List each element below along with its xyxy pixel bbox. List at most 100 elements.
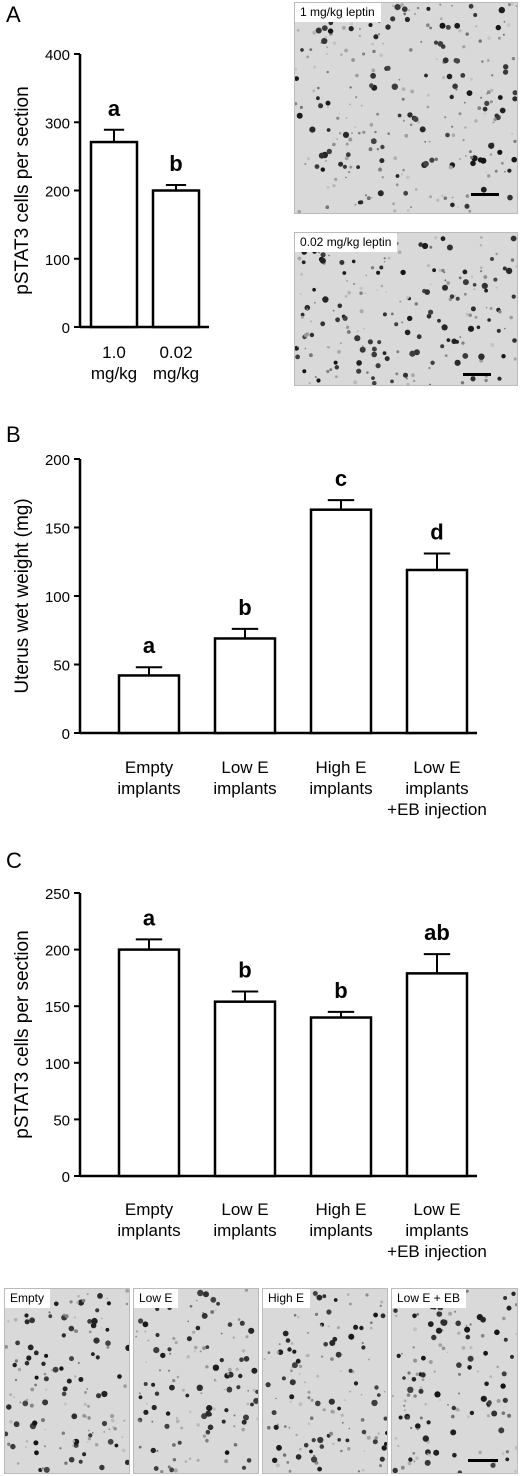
cell-dot bbox=[68, 1325, 75, 1332]
cell-dot bbox=[439, 17, 443, 21]
cell-dot bbox=[502, 266, 507, 271]
cell-dot bbox=[203, 1291, 209, 1298]
cell-dot bbox=[241, 1427, 245, 1432]
cell-dot bbox=[135, 1335, 137, 1338]
cell-dot bbox=[447, 1404, 449, 1406]
cell-dot bbox=[341, 1421, 344, 1424]
cell-dot bbox=[401, 97, 405, 101]
cell-dot bbox=[480, 270, 483, 273]
cell-dot bbox=[426, 6, 431, 11]
cell-dot bbox=[334, 365, 339, 370]
cell-dot bbox=[293, 1314, 297, 1317]
cell-dot bbox=[392, 1395, 394, 1398]
cell-dot bbox=[136, 1330, 138, 1333]
cell-dot bbox=[320, 167, 325, 172]
cell-dot bbox=[466, 90, 473, 96]
cell-dot bbox=[322, 1408, 326, 1412]
cell-dot bbox=[169, 1467, 175, 1473]
cell-dot bbox=[458, 276, 462, 280]
cell-dot bbox=[153, 1466, 159, 1471]
cell-dot bbox=[434, 236, 438, 240]
cell-dot bbox=[326, 1309, 332, 1315]
cell-dot bbox=[427, 1321, 434, 1327]
category-label: 0.02 bbox=[159, 343, 192, 362]
cell-dot bbox=[238, 1373, 243, 1379]
cell-dot bbox=[337, 303, 343, 309]
cell-dot bbox=[237, 1318, 241, 1321]
bar bbox=[117, 948, 181, 1178]
category-label: implants bbox=[213, 1221, 276, 1240]
cell-dot bbox=[74, 1316, 76, 1319]
cell-dot bbox=[420, 40, 423, 43]
cell-dot bbox=[196, 1458, 200, 1462]
cell-dot bbox=[14, 1359, 19, 1363]
cell-dot bbox=[414, 302, 418, 306]
cell-dot bbox=[369, 83, 374, 88]
cell-dot bbox=[497, 376, 502, 381]
cell-dot bbox=[468, 150, 472, 154]
cell-dot bbox=[370, 138, 377, 145]
cell-dot bbox=[54, 1301, 59, 1307]
cell-dot bbox=[483, 1350, 488, 1356]
cell-dot bbox=[501, 1371, 507, 1377]
cell-dot bbox=[361, 1429, 367, 1435]
cell-dot bbox=[342, 164, 347, 169]
cell-dot bbox=[486, 59, 490, 62]
cell-dot bbox=[476, 325, 481, 330]
cell-dot bbox=[125, 1289, 129, 1293]
cell-dot bbox=[373, 34, 379, 40]
micrograph-label: 0.02 mg/kg leptin bbox=[295, 233, 398, 252]
cell-dot bbox=[106, 1301, 111, 1306]
cell-dot bbox=[233, 1443, 238, 1447]
cell-dot bbox=[265, 1382, 271, 1388]
cell-dot bbox=[241, 1349, 246, 1353]
cell-dot bbox=[486, 1414, 490, 1418]
cell-dot bbox=[263, 1358, 266, 1361]
cell-dot bbox=[437, 318, 441, 323]
bar bbox=[117, 674, 181, 735]
cell-dot bbox=[412, 116, 419, 122]
cell-dot bbox=[300, 48, 304, 52]
cell-dot bbox=[455, 1320, 461, 1327]
bar bbox=[309, 508, 373, 735]
cell-dot bbox=[373, 1312, 378, 1318]
cell-dot bbox=[441, 268, 445, 273]
cell-dot bbox=[470, 376, 476, 382]
cell-dot bbox=[449, 294, 455, 299]
cell-dot bbox=[374, 1436, 378, 1440]
cell-dot bbox=[327, 28, 334, 34]
category-label: implants bbox=[117, 779, 180, 798]
cell-dot bbox=[512, 338, 517, 343]
cell-dot bbox=[489, 153, 493, 156]
cell-dot bbox=[351, 259, 356, 264]
cell-dot bbox=[395, 372, 399, 376]
cell-dot bbox=[481, 282, 488, 289]
cell-dot bbox=[99, 1464, 105, 1471]
cell-dot bbox=[290, 1369, 293, 1373]
cell-dot bbox=[385, 1431, 387, 1435]
cell-dot bbox=[379, 1304, 382, 1307]
cell-dot bbox=[344, 1399, 346, 1402]
cell-dot bbox=[451, 133, 456, 137]
cell-dot bbox=[440, 44, 446, 49]
cell-dot bbox=[125, 1344, 129, 1351]
y-tick-label: 150 bbox=[45, 521, 70, 538]
cell-dot bbox=[404, 16, 410, 23]
cell-dot bbox=[464, 1326, 471, 1333]
cell-dot bbox=[363, 1450, 366, 1453]
cell-dot bbox=[426, 314, 432, 319]
cell-dot bbox=[86, 1388, 88, 1390]
cell-dot bbox=[480, 1316, 486, 1323]
cell-dot bbox=[494, 1329, 500, 1336]
cell-dot bbox=[512, 90, 517, 96]
cell-dot bbox=[309, 1416, 314, 1420]
cell-dot bbox=[418, 242, 423, 247]
micrograph-low-e-eb: Low E + EB bbox=[391, 1288, 518, 1474]
significance-letter: b bbox=[238, 595, 251, 620]
cell-dot bbox=[205, 1429, 211, 1435]
cell-dot bbox=[277, 1349, 284, 1355]
cell-dot bbox=[86, 1293, 89, 1295]
cell-dot bbox=[465, 313, 469, 317]
cell-dot bbox=[138, 1392, 141, 1395]
